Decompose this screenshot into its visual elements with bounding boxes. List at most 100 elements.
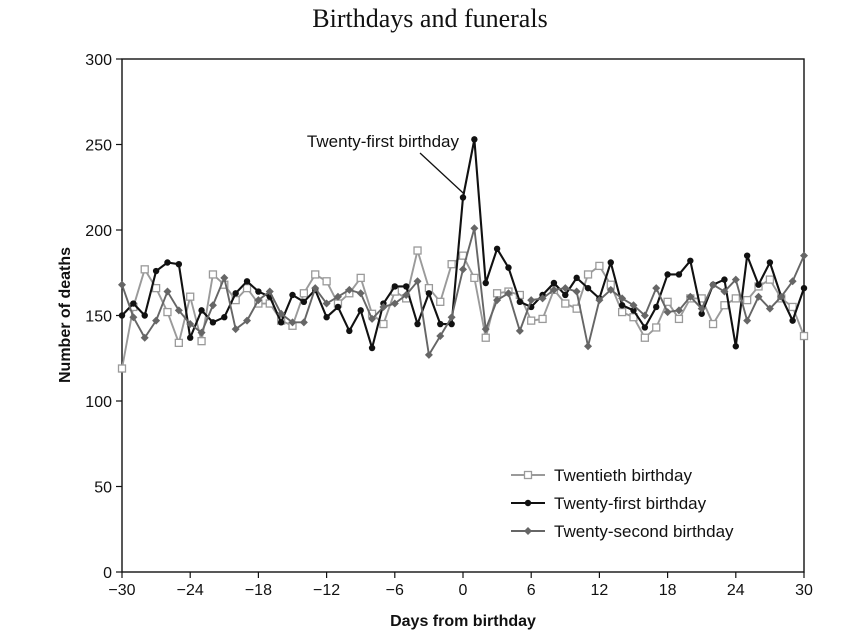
y-axis-title: Number of deaths	[57, 247, 74, 383]
legend-label: Twentieth birthday	[554, 466, 692, 485]
data-point-twentieth-birthday	[436, 297, 445, 306]
data-point-twenty-second-birthday	[493, 296, 502, 305]
data-point-twenty-first-birthday	[437, 320, 444, 328]
data-point-twenty-second-birthday	[549, 285, 558, 294]
data-point-twenty-second-birthday	[436, 332, 445, 341]
data-point-twenty-first-birthday	[573, 274, 580, 282]
data-point-twenty-first-birthday	[368, 344, 376, 352]
data-point-twenty-first-birthday	[187, 334, 194, 341]
x-axis-title: Days from birthday	[390, 613, 536, 630]
data-point-twenty-second-birthday	[254, 296, 263, 305]
legend-item-twenty-second-birthday: Twenty-second birthday	[511, 522, 734, 541]
data-point-twenty-first-birthday	[391, 283, 398, 290]
data-point-twenty-first-birthday	[675, 271, 683, 278]
data-point-twentieth-birthday	[481, 333, 490, 342]
data-point-twenty-second-birthday	[322, 299, 331, 308]
series-line-twenty-second-birthday	[121, 227, 805, 356]
annotation: Twenty-first birthday	[307, 132, 465, 195]
data-point-twentieth-birthday	[663, 297, 672, 306]
data-point-twenty-second-birthday	[368, 314, 377, 323]
legend-label: Twenty-second birthday	[554, 522, 734, 541]
data-point-twenty-first-birthday	[130, 300, 137, 307]
data-point-twenty-first-birthday	[743, 252, 751, 259]
data-point-twentieth-birthday	[515, 290, 524, 300]
data-point-twenty-first-birthday	[482, 279, 489, 287]
data-point-twenty-first-birthday	[755, 281, 762, 288]
x-tick-label: 18	[659, 582, 677, 599]
data-point-twenty-first-birthday	[800, 284, 808, 292]
data-point-twenty-first-birthday	[732, 343, 739, 350]
data-point-twentieth-birthday	[413, 246, 422, 255]
data-point-twenty-second-birthday	[527, 296, 536, 305]
annotation-arrow	[419, 152, 465, 195]
data-point-twenty-second-birthday	[174, 306, 183, 315]
annotation-label: Twenty-first birthday	[307, 132, 460, 151]
data-point-twentieth-birthday	[583, 270, 593, 279]
data-point-twenty-first-birthday	[414, 320, 421, 328]
data-point-twenty-first-birthday	[164, 259, 171, 266]
data-point-twentieth-birthday	[652, 323, 661, 332]
data-point-twentieth-birthday	[731, 294, 740, 303]
data-point-twentieth-birthday	[311, 270, 320, 279]
data-point-twentieth-birthday	[617, 307, 627, 317]
data-point-twenty-first-birthday	[641, 324, 649, 331]
data-point-twentieth-birthday	[163, 307, 172, 317]
data-point-twenty-second-birthday	[413, 277, 422, 286]
data-point-twenty-second-birthday	[731, 275, 740, 284]
x-tick-label: −6	[386, 582, 404, 599]
data-point-twenty-first-birthday	[766, 259, 774, 266]
data-point-twenty-first-birthday	[550, 279, 558, 287]
data-point-twentieth-birthday	[151, 283, 161, 293]
data-point-twenty-second-birthday	[379, 302, 388, 311]
data-point-twentieth-birthday	[640, 333, 650, 342]
data-point-twentieth-birthday	[743, 295, 752, 305]
data-point-twenty-first-birthday	[493, 245, 501, 253]
data-point-twenty-second-birthday	[311, 284, 320, 293]
data-point-twentieth-birthday	[140, 265, 149, 274]
data-point-twenty-first-birthday	[789, 317, 796, 324]
chart-title: Birthdays and funerals	[312, 4, 548, 33]
x-tick-label: −18	[245, 582, 272, 599]
data-point-twenty-first-birthday	[471, 136, 478, 143]
data-point-twenty-second-birthday	[743, 316, 752, 325]
data-point-twenty-first-birthday	[198, 307, 205, 314]
y-tick-label: 200	[85, 223, 112, 240]
x-tick-label: −24	[177, 582, 204, 599]
data-point-twenty-second-birthday	[197, 328, 206, 337]
series-layer	[117, 136, 809, 373]
data-point-twentieth-birthday	[356, 273, 365, 283]
data-point-twenty-second-birthday	[754, 292, 763, 301]
data-point-twentieth-birthday	[799, 331, 809, 341]
data-point-twenty-first-birthday	[277, 319, 285, 326]
data-point-twenty-first-birthday	[618, 302, 626, 309]
data-point-twentieth-birthday	[527, 316, 536, 325]
series-twenty-second-birthday	[118, 224, 808, 359]
data-point-twenty-second-birthday	[538, 294, 547, 303]
data-point-twenty-second-birthday	[515, 326, 524, 335]
data-point-twenty-second-birthday	[697, 304, 706, 313]
data-point-twenty-first-birthday	[255, 288, 262, 295]
data-point-twentieth-birthday	[674, 314, 684, 324]
data-point-twentieth-birthday	[299, 289, 309, 298]
data-point-twenty-first-birthday	[357, 307, 364, 314]
data-point-twenty-first-birthday	[289, 291, 296, 299]
data-point-twenty-second-birthday	[504, 289, 513, 298]
data-point-twentieth-birthday	[379, 319, 388, 329]
legend: Twentieth birthday Twenty-first birthday T…	[511, 466, 734, 541]
data-point-twentieth-birthday	[197, 336, 206, 346]
axis-ticks: −30 −24 −18 −12 −6 0 6 12 18 24 300501001502002503…	[85, 52, 813, 599]
data-point-twentieth-birthday	[708, 319, 718, 329]
data-point-twenty-first-birthday	[300, 298, 308, 306]
x-tick-label: 0	[459, 582, 468, 599]
data-point-twentieth-birthday	[174, 338, 183, 348]
data-point-twenty-second-birthday	[595, 296, 604, 305]
data-point-twenty-second-birthday	[629, 301, 638, 310]
data-point-twentieth-birthday	[242, 283, 252, 293]
data-point-twentieth-birthday	[788, 302, 797, 312]
data-point-twenty-second-birthday	[299, 318, 308, 327]
data-point-twenty-second-birthday	[152, 316, 161, 325]
data-point-twenty-first-birthday	[584, 284, 592, 292]
data-point-twenty-second-birthday	[788, 277, 797, 286]
data-point-twenty-second-birthday	[606, 285, 615, 294]
